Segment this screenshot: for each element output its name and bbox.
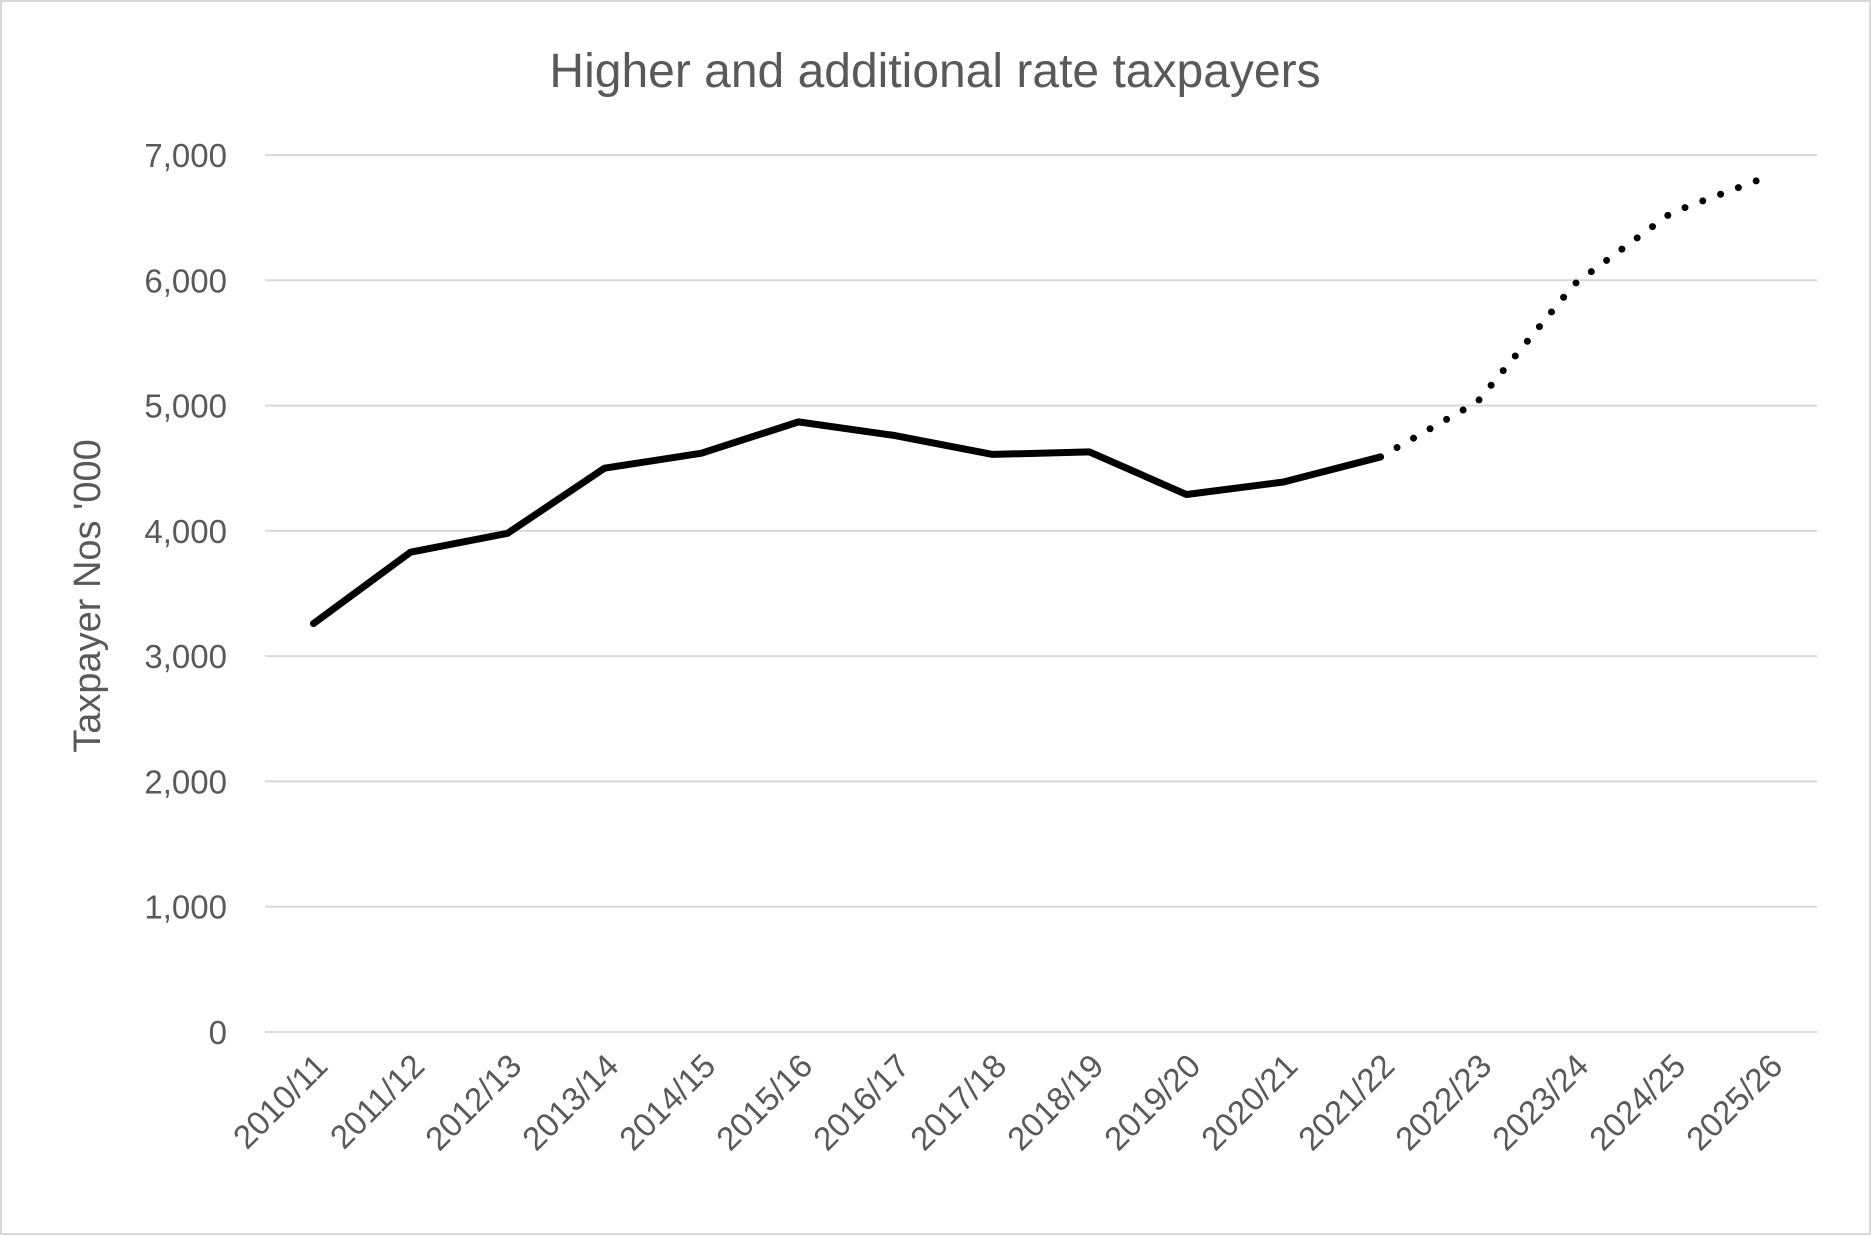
- y-tick-label: 2,000: [144, 763, 227, 800]
- y-tick-label: 7,000: [144, 137, 227, 174]
- y-tick-label: 1,000: [144, 889, 227, 926]
- y-axis-title: Taxpayer Nos '000: [67, 439, 109, 753]
- y-tick-label: 5,000: [144, 388, 227, 425]
- y-tick-label: 6,000: [144, 262, 227, 299]
- series-line-actual: [310, 418, 1384, 628]
- y-tick-label: 4,000: [144, 513, 227, 550]
- y-tick-label: 0: [209, 1014, 227, 1051]
- y-tick-label: 3,000: [144, 638, 227, 675]
- chart-title: Higher and additional rate taxpayers: [549, 45, 1320, 98]
